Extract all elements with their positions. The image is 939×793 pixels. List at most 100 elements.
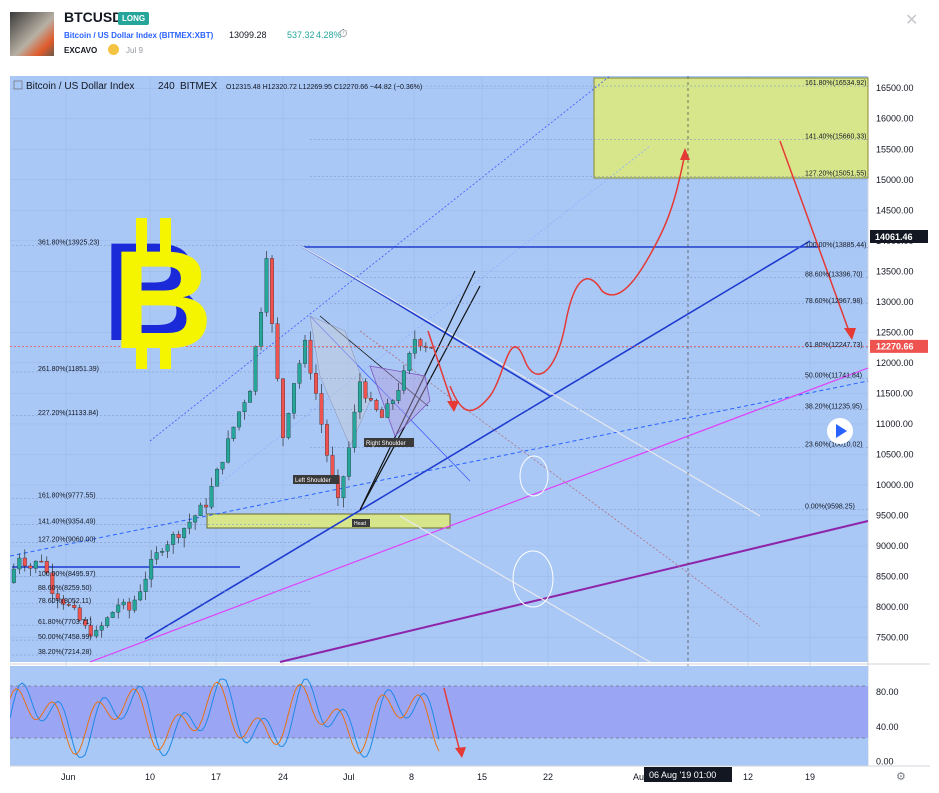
dashed-trendline <box>9 380 869 557</box>
price-tick-label: 15500.00 <box>876 144 914 154</box>
candle-body <box>61 598 66 605</box>
fib-labels: 361.80%(13925.23) 261.80%(11851.39) 227.20… <box>38 80 867 656</box>
settings-gear-icon[interactable]: ⚙ <box>896 771 906 783</box>
candle-body <box>72 605 77 608</box>
drawn-circle-2 <box>512 550 554 608</box>
candle-body <box>286 413 291 438</box>
candle-body <box>77 607 82 621</box>
high-price-label: 14061.46 <box>875 232 913 242</box>
wedge-line-1 <box>359 270 476 511</box>
author-star-icon <box>108 44 119 55</box>
oscillator-drop-arrow <box>443 687 461 753</box>
crosshair-time-label: 06 Aug '19 01:00 <box>649 770 716 780</box>
candle-body <box>264 258 269 313</box>
magenta-trendline <box>89 367 869 663</box>
time-tick-label: 15 <box>477 772 487 782</box>
candle-body <box>66 604 71 606</box>
price-tick-label: 15000.00 <box>876 175 914 185</box>
price-axis-ticks: 16500.00 16000.00 15500.00 15000.00 14500.00… <box>876 83 914 642</box>
candle-body <box>259 312 264 347</box>
price-axis[interactable] <box>868 76 930 766</box>
channel-upper-dotted <box>149 75 611 442</box>
forecast-arrow-up <box>680 148 690 160</box>
fib-left-label: 38.20%(7214.28) <box>38 649 92 656</box>
candle-body <box>379 409 384 418</box>
pattern-labels: Left Shoulder Right Shoulder Head <box>293 438 414 527</box>
fib-left-label: 78.60%(8052.11) <box>38 598 91 605</box>
legend-exchange: BITMEX <box>180 81 218 92</box>
price-tick-label: 10500.00 <box>876 449 914 459</box>
candle-body <box>242 402 247 413</box>
price-tick-label: 11000.00 <box>876 419 913 429</box>
play-icon <box>836 424 847 438</box>
fib-right-label: 127.20%(15051.55) <box>805 171 867 178</box>
fib-left-label: 61.80%(7703.71) <box>38 619 92 626</box>
svg-text:B: B <box>102 213 203 370</box>
fib-right-label: 50.00%(11741.84) <box>805 373 862 380</box>
main-support-trendline <box>144 240 811 640</box>
fib-right-label: 161.80%(16534.92) <box>805 80 867 87</box>
left-shoulder-label: Left Shoulder <box>295 478 331 484</box>
candle-body <box>330 455 335 476</box>
symbol-price: 13099.28 <box>229 30 267 40</box>
target-zone[interactable] <box>593 77 869 179</box>
candle-body <box>341 476 346 499</box>
price-tick-label: 9500.00 <box>876 511 909 521</box>
candle-body <box>50 572 55 594</box>
candle-body <box>154 552 159 560</box>
candle-body <box>187 521 192 529</box>
candle-body <box>116 604 121 613</box>
forecast-path <box>449 153 686 412</box>
head-label: Head <box>354 521 366 527</box>
author-avatar[interactable] <box>10 12 54 56</box>
symbol-description-link[interactable]: Bitcoin / US Dollar Index (BITMEX:XBT) <box>64 31 214 40</box>
time-tick-label: 24 <box>278 772 288 782</box>
candle-body <box>55 593 60 600</box>
author-name[interactable]: EXCAVO <box>64 46 98 55</box>
candle-body <box>314 373 318 394</box>
price-chart-svg[interactable]: B B 361.80%(13925.23) 261.80%(11851.39) 22… <box>9 75 930 788</box>
time-tick-label: Jun <box>61 772 76 782</box>
wedge-line-2 <box>359 285 481 511</box>
fib-right-label: 61.80%(12247.73) <box>805 342 863 349</box>
candle-body <box>374 400 379 410</box>
time-tick-label: 19 <box>805 772 815 782</box>
fib-right-label: 78.60%(12967.98) <box>805 298 863 305</box>
candle-body <box>193 515 198 523</box>
candle-body <box>39 560 44 563</box>
price-tick-label: 13500.00 <box>876 266 914 276</box>
candles[interactable] <box>11 251 434 639</box>
high-price-marker <box>870 230 928 243</box>
fib-left-label: 50.00%(7458.99) <box>38 634 92 641</box>
candle-body <box>248 391 253 403</box>
candle-body <box>231 426 236 439</box>
candle-body <box>401 370 406 391</box>
candle-body <box>209 486 214 508</box>
candle-body <box>105 617 110 626</box>
price-tick-label: 16000.00 <box>876 114 914 124</box>
chart-container[interactable]: B B 361.80%(13925.23) 261.80%(11851.39) 22… <box>9 75 930 788</box>
candle-body <box>385 403 390 418</box>
candle-body <box>165 544 170 552</box>
neckline-channel <box>309 315 471 482</box>
fib-left-label: 141.40%(9354.49) <box>38 518 96 525</box>
candle-body <box>138 591 143 601</box>
fib-left-label: 361.80%(13925.23) <box>38 239 100 246</box>
symbol-title[interactable]: BTCUSD <box>64 9 123 25</box>
price-tick-label: 8500.00 <box>876 572 909 582</box>
close-icon[interactable]: ✕ <box>905 12 919 29</box>
chart-legend: Bitcoin / US Dollar Index 240 BITMEX O12… <box>13 80 422 92</box>
candle-body <box>44 560 49 573</box>
time-tick-label: 8 <box>409 772 414 782</box>
candle-body <box>127 601 132 611</box>
candle-body <box>88 625 93 637</box>
white-descending-line <box>302 246 761 517</box>
candle-body <box>297 363 302 384</box>
candle-body <box>176 534 181 538</box>
candle-body <box>429 347 434 349</box>
candle-body <box>160 551 165 553</box>
price-tick-label: 9000.00 <box>876 541 909 551</box>
white-lower-line <box>399 515 651 663</box>
support-zone[interactable] <box>206 513 451 529</box>
candle-body <box>275 323 280 379</box>
